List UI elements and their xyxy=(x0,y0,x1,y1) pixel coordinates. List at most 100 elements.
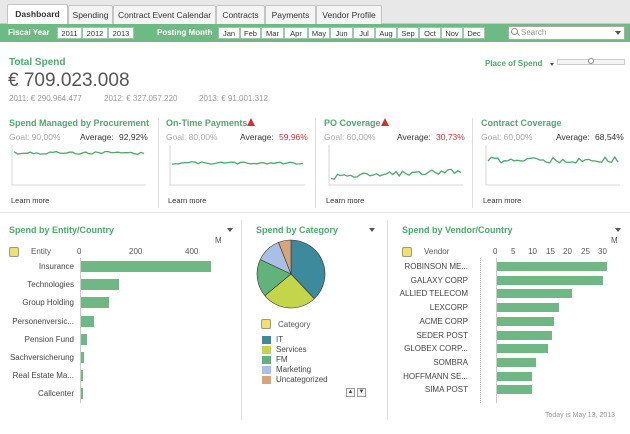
legend-label[interactable]: Uncategorized xyxy=(276,375,328,384)
tab-contracts[interactable]: Contracts xyxy=(216,5,265,24)
entity-row-label: Technologies xyxy=(27,280,74,290)
tab-vendor-profile[interactable]: Vendor Profile xyxy=(316,5,382,24)
kpi-goal: Goal: 60,00% xyxy=(324,132,376,142)
month-jun[interactable]: Jun xyxy=(330,27,353,39)
kpi-average-label: Average: xyxy=(240,132,274,142)
tab-payments[interactable]: Payments xyxy=(265,5,316,24)
legend-swatch xyxy=(262,366,271,374)
panel-divider xyxy=(241,220,242,420)
search-icon xyxy=(511,28,518,35)
vendor-bar[interactable] xyxy=(497,344,549,354)
slider-handle[interactable] xyxy=(588,58,594,64)
tab-dashboard[interactable]: Dashboard xyxy=(7,4,68,25)
vendor-search-icon[interactable] xyxy=(402,247,412,257)
entity-bar[interactable] xyxy=(81,297,109,309)
month-dec[interactable]: Dec xyxy=(463,27,485,39)
kpi-sparkline xyxy=(487,155,619,164)
entity-axis-tick: 0 xyxy=(77,247,82,256)
category-search-icon[interactable] xyxy=(261,319,271,329)
chevron-down-icon[interactable] xyxy=(615,31,621,35)
year-2011[interactable]: 2011 xyxy=(57,27,82,39)
month-sep[interactable]: Sep xyxy=(397,27,419,39)
vendor-panel-title: Spend by Vendor/Country xyxy=(402,225,513,235)
vendor-bar[interactable] xyxy=(497,262,607,271)
vendor-bar[interactable] xyxy=(497,289,573,299)
panel-divider xyxy=(387,220,388,420)
entity-row-label: Pension Fund xyxy=(24,334,74,344)
sparkline-axis xyxy=(11,145,146,186)
month-oct[interactable]: Oct xyxy=(419,27,441,39)
month-aug[interactable]: Aug xyxy=(375,27,397,39)
entity-search-icon[interactable] xyxy=(9,247,19,257)
pie-slice[interactable] xyxy=(264,273,315,309)
category-legend-title: Category xyxy=(278,320,311,329)
learn-more-link[interactable]: Learn more xyxy=(483,196,522,205)
vendor-bar[interactable] xyxy=(497,357,536,367)
vendor-axis-tick: 15 xyxy=(546,247,555,256)
learn-more-link[interactable]: Learn more xyxy=(326,196,365,205)
entity-bar[interactable] xyxy=(81,388,83,400)
kpi-average-value: 30,73% xyxy=(436,132,465,142)
entity-row-label: Insurance xyxy=(38,262,74,271)
kpi-title: On-Time Payments xyxy=(166,118,248,128)
vendor-row-label: GLOBEX CORP... xyxy=(404,344,468,354)
tab-contract-event-calendar[interactable]: Contract Event Calendar xyxy=(113,5,216,24)
learn-more-link[interactable]: Learn more xyxy=(11,196,50,205)
scroll-up-button[interactable]: ▲ xyxy=(346,388,355,397)
vendor-bar[interactable] xyxy=(497,316,554,326)
vendor-row-label: SOMBRA xyxy=(433,357,468,367)
prev-year-2011: 2011: € 290.964.477 xyxy=(9,94,82,103)
month-mar[interactable]: Mar xyxy=(261,27,284,39)
vendor-row-label: SIMA POST xyxy=(424,385,468,395)
vendor-menu-icon[interactable] xyxy=(615,228,621,232)
month-jan[interactable]: Jan xyxy=(218,27,240,39)
tab-spending[interactable]: Spending xyxy=(68,5,113,24)
vendor-scrollbar[interactable] xyxy=(480,258,483,403)
month-nov[interactable]: Nov xyxy=(441,27,463,39)
year-2012[interactable]: 2012 xyxy=(82,27,108,39)
prev-year-2012: 2012: € 327.057.220 xyxy=(104,94,178,103)
scroll-down-button[interactable]: ▼ xyxy=(357,388,366,397)
legend-label[interactable]: Marketing xyxy=(276,365,312,374)
legend-label[interactable]: FM xyxy=(276,355,288,364)
entity-panel-title: Spend by Entity/Country xyxy=(9,225,115,235)
entity-bar[interactable] xyxy=(81,370,83,382)
month-may[interactable]: May xyxy=(308,27,330,39)
month-apr[interactable]: Apr xyxy=(284,27,308,39)
category-menu-icon[interactable] xyxy=(369,228,375,232)
vendor-row-label: SEDER POST xyxy=(416,330,468,340)
place-of-spend-dropdown-icon[interactable] xyxy=(550,63,554,66)
vendor-row-label: GALAXY CORP xyxy=(410,275,468,285)
kpi-title: PO Coverage xyxy=(324,118,381,128)
legend-label[interactable]: IT xyxy=(276,335,284,344)
entity-bar[interactable] xyxy=(81,333,88,345)
vendor-bar[interactable] xyxy=(497,385,532,395)
vendor-bar[interactable] xyxy=(497,371,532,381)
category-pie-chart xyxy=(256,239,326,309)
vendor-bar[interactable] xyxy=(497,303,560,313)
vendor-bar[interactable] xyxy=(497,275,604,285)
kpi-sparkline xyxy=(330,168,462,180)
entity-bar[interactable] xyxy=(81,261,212,272)
month-jul[interactable]: Jul xyxy=(353,27,375,39)
entity-row-label: Sachversicherung xyxy=(9,353,74,362)
entity-bar[interactable] xyxy=(81,352,85,363)
vendor-row-label: ROBINSON ME... xyxy=(404,262,468,271)
legend-label[interactable]: Services xyxy=(276,345,307,354)
month-feb[interactable]: Feb xyxy=(240,27,261,39)
entity-axis-line xyxy=(80,258,81,403)
pie-slice[interactable] xyxy=(278,239,292,275)
entity-bar[interactable] xyxy=(81,315,95,327)
vendor-axis-tick: 25 xyxy=(581,247,590,256)
kpi-goal: Goal: 90,00% xyxy=(9,132,61,142)
sparkline-axis xyxy=(169,145,305,186)
entity-bar[interactable] xyxy=(81,279,119,291)
pie-slice[interactable] xyxy=(290,239,326,300)
vendor-bar[interactable] xyxy=(497,330,552,340)
learn-more-link[interactable]: Learn more xyxy=(168,196,207,205)
year-2013[interactable]: 2013 xyxy=(108,27,134,39)
entity-menu-icon[interactable] xyxy=(227,228,233,232)
entity-unit: M xyxy=(215,236,222,245)
search-input[interactable]: Search xyxy=(508,26,625,40)
kpi-divider xyxy=(472,118,473,208)
